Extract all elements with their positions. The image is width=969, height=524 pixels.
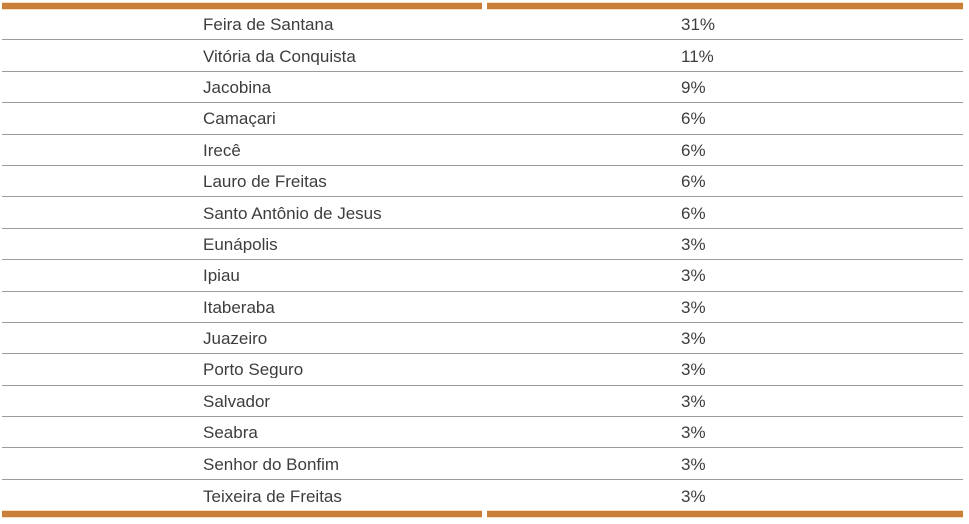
table-row: Ipiau 3% xyxy=(2,260,963,292)
table-row: Juazeiro 3% xyxy=(2,323,963,355)
city-cell: Eunápolis xyxy=(203,234,278,253)
bottom-border-left-segment xyxy=(2,511,482,518)
table-row: Feira de Santana 31% xyxy=(2,9,963,41)
percentage-cell: 9% xyxy=(681,77,706,96)
table-top-accent-border xyxy=(2,3,963,9)
table-row: Senhor do Bonfim 3% xyxy=(2,448,963,480)
city-cell: Teixeira de Freitas xyxy=(203,486,342,505)
percentage-cell: 3% xyxy=(681,234,706,253)
city-cell: Jacobina xyxy=(203,77,272,96)
table-row: Salvador 3% xyxy=(2,386,963,418)
percentage-cell: 11% xyxy=(681,46,714,65)
table-row: Eunápolis 3% xyxy=(2,229,963,261)
city-cell: Ipiau xyxy=(203,266,240,285)
city-cell: Santo Antônio de Jesus xyxy=(203,203,382,222)
percentage-cell: 3% xyxy=(681,297,706,316)
table-row: Porto Seguro 3% xyxy=(2,354,963,386)
percentage-cell: 6% xyxy=(681,140,706,159)
city-cell: Juazeiro xyxy=(203,329,268,348)
table-row: Lauro de Freitas 6% xyxy=(2,166,963,198)
percentage-cell: 6% xyxy=(681,172,706,191)
table-row: Camaçari 6% xyxy=(2,103,963,135)
percentage-cell: 3% xyxy=(681,423,706,442)
city-cell: Seabra xyxy=(203,423,258,442)
percentage-cell: 6% xyxy=(681,109,706,128)
city-cell: Lauro de Freitas xyxy=(203,172,327,191)
city-cell: Senhor do Bonfim xyxy=(203,454,340,473)
percentage-cell: 3% xyxy=(681,360,706,379)
city-cell: Salvador xyxy=(203,391,271,410)
percentage-cell: 31% xyxy=(681,15,716,34)
table-row: Seabra 3% xyxy=(2,417,963,449)
percentage-cell: 3% xyxy=(681,266,706,285)
percentage-cell: 3% xyxy=(681,391,706,410)
table-rows: Feira de Santana 31% Vitória da Conquist… xyxy=(2,9,963,511)
city-cell: Porto Seguro xyxy=(203,360,304,379)
table-row: Teixeira de Freitas 3% xyxy=(2,480,963,511)
city-cell: Itaberaba xyxy=(203,297,275,316)
percentage-cell: 3% xyxy=(681,454,706,473)
percentage-cell: 3% xyxy=(681,486,706,505)
top-border-left-segment xyxy=(2,3,482,9)
table-row: Irecê 6% xyxy=(2,135,963,166)
percentage-cell: 6% xyxy=(681,203,706,222)
table-row: Santo Antônio de Jesus 6% xyxy=(2,197,963,229)
city-cell: Camaçari xyxy=(203,109,276,128)
city-percentage-table: Feira de Santana 31% Vitória da Conquist… xyxy=(2,3,963,518)
table-row: Jacobina 9% xyxy=(2,72,963,104)
table-row: Vitória da Conquista 11% xyxy=(2,40,963,72)
top-border-right-segment xyxy=(487,3,963,9)
city-cell: Vitória da Conquista xyxy=(203,46,356,65)
percentage-cell: 3% xyxy=(681,329,706,348)
table-row: Itaberaba 3% xyxy=(2,292,963,323)
city-cell: Irecê xyxy=(203,140,241,159)
bottom-border-right-segment xyxy=(487,511,963,518)
table-bottom-accent-border xyxy=(2,511,963,518)
city-cell: Feira de Santana xyxy=(203,15,334,34)
